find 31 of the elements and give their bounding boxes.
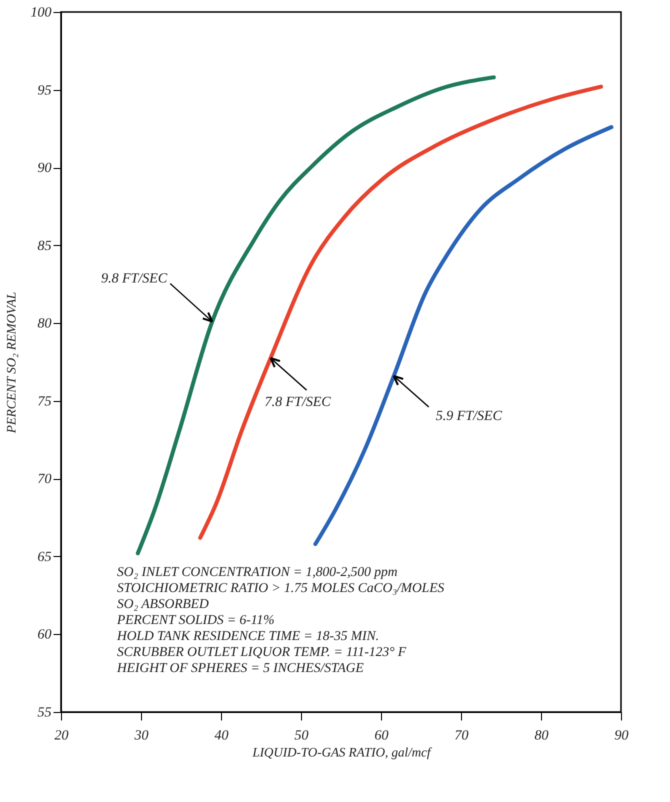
annotation: SO₂ INLET CONCENTRATION = 1,800-2,500 ppm — [117, 564, 398, 579]
x-tick-label: 90 — [614, 728, 628, 744]
y-axis-title: PERCENT SO₂ REMOVAL — [4, 292, 18, 434]
y-tick-label: 55 — [38, 706, 52, 720]
x-tick-label: 50 — [294, 728, 308, 744]
annotation: SCRUBBER OUTLET LIQUOR TEMP. = 111-123° F — [117, 644, 407, 659]
annotation: PERCENT SOLIDS = 6-11% — [116, 612, 274, 627]
y-tick-label: 100 — [30, 6, 52, 20]
y-tick-label: 85 — [38, 238, 52, 254]
x-tick-label: 70 — [454, 728, 468, 744]
x-tick-label: 80 — [534, 728, 548, 744]
annotation: 9.8 FT/SEC — [101, 272, 168, 287]
y-tick-label: 75 — [38, 394, 52, 410]
y-tick-label: 65 — [38, 550, 52, 565]
annotation: HEIGHT OF SPHERES = 5 INCHES/STAGE — [116, 660, 364, 675]
y-tick-label: 60 — [38, 628, 52, 643]
x-tick-label: 30 — [134, 728, 148, 744]
line-series — [198, 84, 603, 540]
x-tick-label: 60 — [374, 728, 388, 744]
y-tick-label: 70 — [38, 472, 52, 488]
y-tick-label: 95 — [38, 83, 52, 98]
x-tick-label: 20 — [54, 728, 68, 744]
annotation: STOICHIOMETRIC RATIO > 1.75 MOLES CaCO₃/MOLES — [117, 580, 445, 595]
y-tick-label: 80 — [38, 316, 52, 332]
annotation: HOLD TANK RESIDENCE TIME = 18-35 MIN. — [116, 628, 379, 643]
annotation: 7.8 FT/SEC — [264, 395, 332, 410]
annotation: SO₂ ABSORBED — [117, 596, 210, 611]
x-tick-label: 40 — [214, 728, 228, 744]
annotation: 5.9 FT/SEC — [436, 409, 503, 424]
x-axis-title: LIQUID-TO-GAS RATIO, gal/mcf — [251, 744, 433, 760]
y-tick-label: 90 — [38, 161, 52, 176]
